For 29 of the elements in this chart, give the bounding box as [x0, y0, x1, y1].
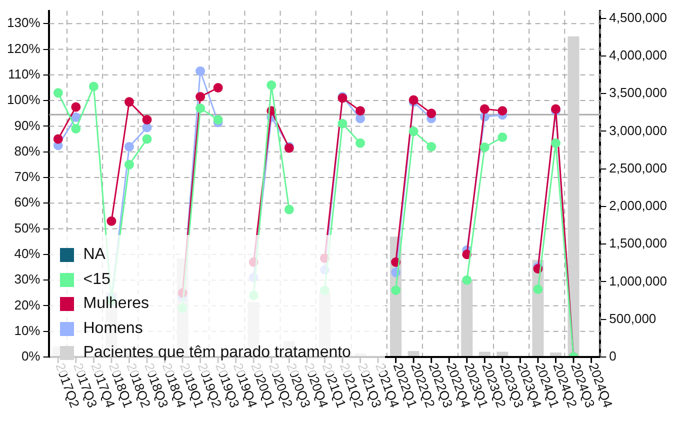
y2-tick-label: 500,000 [609, 310, 656, 326]
y-tick-label: 110% [8, 66, 41, 82]
y-tick-label: 50% [14, 220, 41, 236]
legend-label: NA [83, 246, 106, 264]
y2-tick-label: 2,500,000 [609, 160, 668, 176]
y-tick-label: 30% [14, 272, 41, 287]
y2-tick-label: 0 [609, 348, 616, 364]
y-tick-label: 70% [14, 169, 41, 184]
y-tick-label: 120% [7, 40, 41, 56]
y-tick-label: 100% [7, 92, 41, 108]
y-tick-label: 20% [14, 297, 41, 312]
y-tick-label: 0% [21, 348, 41, 364]
y2-tick-label: 4,500,000 [609, 10, 668, 25]
y2-tick-label: 1,500,000 [609, 236, 668, 251]
y-tick-label: 80% [14, 143, 41, 158]
legend-label: <15 [83, 270, 110, 289]
y2-tick-label: 3,500,000 [609, 85, 668, 100]
y2-tick-label: 4,000,000 [609, 48, 668, 63]
y-tick-label: 60% [14, 194, 41, 210]
y2-tick-label: 2,000,000 [609, 198, 668, 214]
y2-tick-label: 3,000,000 [609, 122, 668, 138]
y-tick-label: 90% [14, 118, 41, 133]
y-tick-label: 130% [7, 15, 41, 30]
legend-label: Homens [83, 320, 143, 338]
legend-label: Mulheres [83, 295, 150, 314]
legend-label: Pacientes que têm parado tratamento [83, 344, 351, 362]
y2-tick-label: 1,000,000 [609, 273, 668, 288]
y-tick-label: 10% [14, 322, 41, 338]
y-tick-label: 40% [14, 246, 41, 261]
